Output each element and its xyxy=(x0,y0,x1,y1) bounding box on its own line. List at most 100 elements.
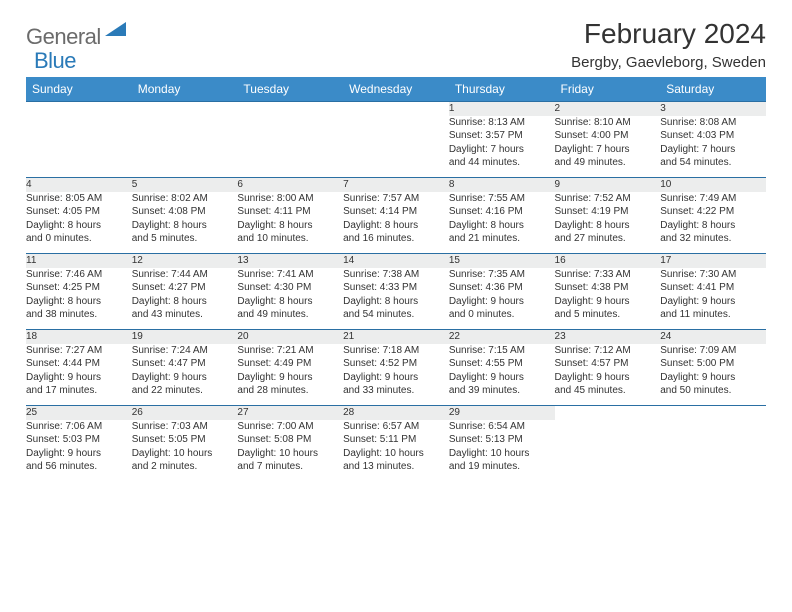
weekday-header: Wednesday xyxy=(343,77,449,102)
day-details-cell: Sunrise: 7:24 AMSunset: 4:47 PMDaylight:… xyxy=(132,344,238,406)
sunset-line: Sunset: 4:19 PM xyxy=(555,205,661,219)
calendar-daynum-row: 123 xyxy=(26,102,766,116)
logo-triangle-icon xyxy=(105,21,127,42)
sunrise-line: Sunrise: 7:41 AM xyxy=(237,268,343,282)
sunset-line: Sunset: 5:08 PM xyxy=(237,433,343,447)
day-number-cell: 28 xyxy=(343,406,449,420)
calendar-details-row: Sunrise: 8:13 AMSunset: 3:57 PMDaylight:… xyxy=(26,116,766,178)
logo-text-blue-wrap: Blue xyxy=(34,48,76,74)
daylight-line2: and 54 minutes. xyxy=(660,156,766,170)
daylight-line1: Daylight: 8 hours xyxy=(343,219,449,233)
sunrise-line: Sunrise: 7:15 AM xyxy=(449,344,555,358)
daylight-line2: and 19 minutes. xyxy=(449,460,555,474)
day-number-cell: 18 xyxy=(26,330,132,344)
sunset-line: Sunset: 5:11 PM xyxy=(343,433,449,447)
day-number-cell: 2 xyxy=(555,102,661,116)
sunrise-line: Sunrise: 8:13 AM xyxy=(449,116,555,130)
sunrise-line: Sunrise: 7:21 AM xyxy=(237,344,343,358)
day-details-cell: Sunrise: 7:06 AMSunset: 5:03 PMDaylight:… xyxy=(26,420,132,482)
sunset-line: Sunset: 4:27 PM xyxy=(132,281,238,295)
sunset-line: Sunset: 4:08 PM xyxy=(132,205,238,219)
day-number-cell: 19 xyxy=(132,330,238,344)
daylight-line1: Daylight: 10 hours xyxy=(343,447,449,461)
weekday-header-row: SundayMondayTuesdayWednesdayThursdayFrid… xyxy=(26,77,766,102)
day-number-cell xyxy=(660,406,766,420)
logo: General xyxy=(26,18,129,50)
sunrise-line: Sunrise: 7:06 AM xyxy=(26,420,132,434)
day-number-cell xyxy=(132,102,238,116)
daylight-line1: Daylight: 8 hours xyxy=(132,295,238,309)
daylight-line1: Daylight: 9 hours xyxy=(26,447,132,461)
day-number-cell: 10 xyxy=(660,178,766,192)
day-details-cell: Sunrise: 8:10 AMSunset: 4:00 PMDaylight:… xyxy=(555,116,661,178)
day-details-cell xyxy=(343,116,449,178)
day-number-cell: 16 xyxy=(555,254,661,268)
daylight-line2: and 2 minutes. xyxy=(132,460,238,474)
daylight-line2: and 0 minutes. xyxy=(26,232,132,246)
sunrise-line: Sunrise: 7:49 AM xyxy=(660,192,766,206)
day-details-cell xyxy=(132,116,238,178)
sunrise-line: Sunrise: 7:52 AM xyxy=(555,192,661,206)
daylight-line2: and 33 minutes. xyxy=(343,384,449,398)
day-number-cell: 14 xyxy=(343,254,449,268)
daylight-line1: Daylight: 7 hours xyxy=(555,143,661,157)
sunset-line: Sunset: 4:36 PM xyxy=(449,281,555,295)
calendar-daynum-row: 45678910 xyxy=(26,178,766,192)
day-details-cell xyxy=(555,420,661,482)
day-number-cell xyxy=(555,406,661,420)
day-details-cell: Sunrise: 8:00 AMSunset: 4:11 PMDaylight:… xyxy=(237,192,343,254)
sunrise-line: Sunrise: 7:30 AM xyxy=(660,268,766,282)
sunrise-line: Sunrise: 6:57 AM xyxy=(343,420,449,434)
day-details-cell: Sunrise: 8:02 AMSunset: 4:08 PMDaylight:… xyxy=(132,192,238,254)
day-details-cell xyxy=(660,420,766,482)
sunrise-line: Sunrise: 8:05 AM xyxy=(26,192,132,206)
daylight-line1: Daylight: 8 hours xyxy=(26,295,132,309)
daylight-line1: Daylight: 8 hours xyxy=(343,295,449,309)
day-number-cell: 26 xyxy=(132,406,238,420)
sunset-line: Sunset: 5:13 PM xyxy=(449,433,555,447)
day-number-cell: 20 xyxy=(237,330,343,344)
daylight-line2: and 16 minutes. xyxy=(343,232,449,246)
day-details-cell: Sunrise: 6:54 AMSunset: 5:13 PMDaylight:… xyxy=(449,420,555,482)
daylight-line2: and 0 minutes. xyxy=(449,308,555,322)
sunset-line: Sunset: 4:55 PM xyxy=(449,357,555,371)
day-details-cell: Sunrise: 7:46 AMSunset: 4:25 PMDaylight:… xyxy=(26,268,132,330)
daylight-line1: Daylight: 8 hours xyxy=(660,219,766,233)
day-details-cell: Sunrise: 7:33 AMSunset: 4:38 PMDaylight:… xyxy=(555,268,661,330)
day-number-cell: 11 xyxy=(26,254,132,268)
daylight-line2: and 22 minutes. xyxy=(132,384,238,398)
sunrise-line: Sunrise: 7:46 AM xyxy=(26,268,132,282)
daylight-line2: and 5 minutes. xyxy=(132,232,238,246)
daylight-line2: and 17 minutes. xyxy=(26,384,132,398)
calendar-daynum-row: 11121314151617 xyxy=(26,254,766,268)
day-details-cell: Sunrise: 8:13 AMSunset: 3:57 PMDaylight:… xyxy=(449,116,555,178)
day-number-cell: 21 xyxy=(343,330,449,344)
day-details-cell: Sunrise: 7:30 AMSunset: 4:41 PMDaylight:… xyxy=(660,268,766,330)
daylight-line2: and 27 minutes. xyxy=(555,232,661,246)
day-details-cell: Sunrise: 7:38 AMSunset: 4:33 PMDaylight:… xyxy=(343,268,449,330)
day-number-cell: 22 xyxy=(449,330,555,344)
sunset-line: Sunset: 4:52 PM xyxy=(343,357,449,371)
daylight-line1: Daylight: 9 hours xyxy=(660,371,766,385)
sunset-line: Sunset: 5:00 PM xyxy=(660,357,766,371)
logo-text-general: General xyxy=(26,24,101,50)
month-title: February 2024 xyxy=(571,18,766,50)
sunset-line: Sunset: 4:25 PM xyxy=(26,281,132,295)
daylight-line2: and 45 minutes. xyxy=(555,384,661,398)
daylight-line1: Daylight: 10 hours xyxy=(449,447,555,461)
calendar-table: SundayMondayTuesdayWednesdayThursdayFrid… xyxy=(26,77,766,482)
daylight-line1: Daylight: 9 hours xyxy=(449,295,555,309)
sunset-line: Sunset: 4:30 PM xyxy=(237,281,343,295)
day-number-cell: 29 xyxy=(449,406,555,420)
day-details-cell xyxy=(26,116,132,178)
sunrise-line: Sunrise: 7:35 AM xyxy=(449,268,555,282)
sunrise-line: Sunrise: 7:38 AM xyxy=(343,268,449,282)
daylight-line1: Daylight: 9 hours xyxy=(449,371,555,385)
daylight-line2: and 5 minutes. xyxy=(555,308,661,322)
sunrise-line: Sunrise: 7:00 AM xyxy=(237,420,343,434)
day-details-cell: Sunrise: 7:15 AMSunset: 4:55 PMDaylight:… xyxy=(449,344,555,406)
day-number-cell: 1 xyxy=(449,102,555,116)
day-number-cell: 27 xyxy=(237,406,343,420)
daylight-line1: Daylight: 9 hours xyxy=(237,371,343,385)
day-details-cell: Sunrise: 7:00 AMSunset: 5:08 PMDaylight:… xyxy=(237,420,343,482)
